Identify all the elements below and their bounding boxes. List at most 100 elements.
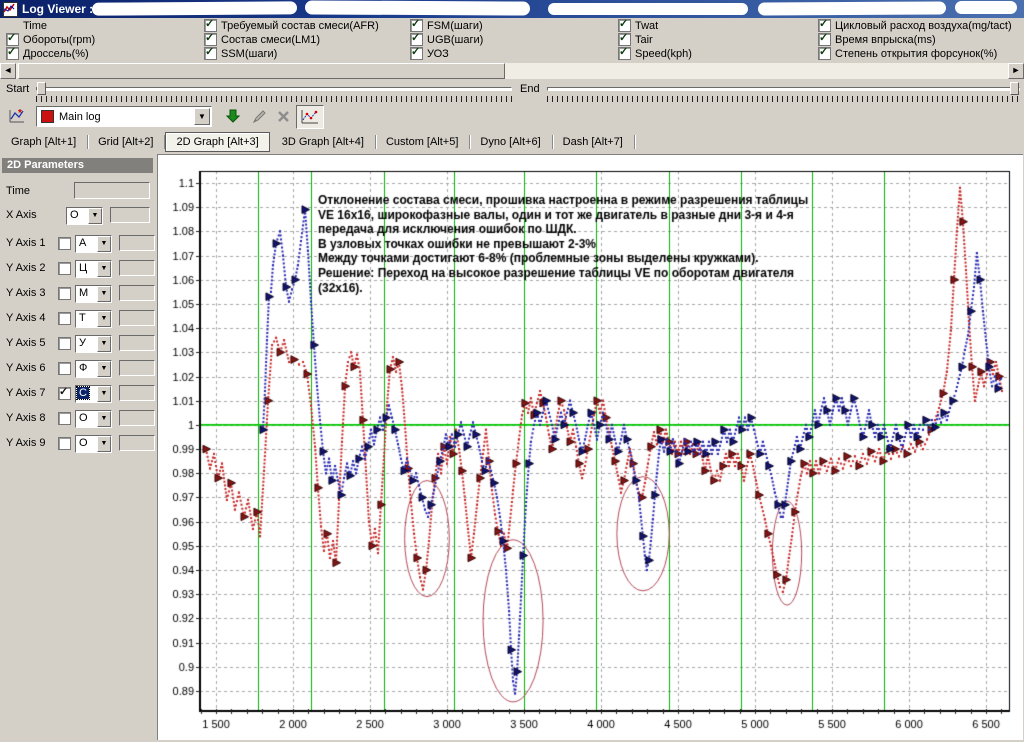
end-slider-ticks [547,96,1020,102]
tab-3d[interactable]: 3D Graph [Alt+4] [272,133,374,151]
tab-2d[interactable]: 2D Graph [Alt+3] [165,132,269,152]
log-selector[interactable]: Main log ▼ [36,106,212,127]
tab-dyno[interactable]: Dyno [Alt+6] [470,133,550,151]
signal-toggle-2-2[interactable]: ✓УОЗ [410,47,449,60]
title-redaction-smear [758,2,946,16]
chevron-down-icon[interactable]: ▼ [97,236,111,252]
chevron-down-icon[interactable]: ▼ [97,411,111,427]
axis-param-combo[interactable]: Ф▼ [75,360,112,378]
signal-toggle-4-0[interactable]: ✓Цикловый расход воздуха(mg/tact) [818,19,1012,32]
edit-log-button[interactable] [248,105,270,127]
axis-param-combo[interactable]: М▼ [75,285,112,303]
checkbox-icon[interactable]: ✓ [6,47,19,60]
start-slider[interactable] [36,87,512,91]
remove-log-button[interactable] [272,105,294,127]
scatter-chart-icon [301,109,319,125]
signal-toggle-4-2[interactable]: ✓Степень открытия форсунок(%) [818,47,997,60]
signals-scrollbar[interactable]: ◄ ► [0,63,1024,79]
tab-custom[interactable]: Custom [Alt+5] [376,133,468,151]
2d-graph-area [157,154,1023,741]
signal-label: FSM(шаги) [427,20,483,32]
chevron-down-icon[interactable]: ▼ [97,336,111,352]
signal-toggle-1-0[interactable]: ✓Требуемый состав смеси(AFR) [204,19,379,32]
scroll-left-icon[interactable]: ◄ [0,63,16,79]
signal-toggle-0-1[interactable]: ✓ Обороты(rpm) [6,33,95,46]
start-slider-thumb[interactable] [37,82,46,95]
end-slider[interactable] [547,87,1020,91]
end-label: End [520,83,540,95]
axis-param-combo[interactable]: У▼ [75,335,112,353]
chevron-down-icon[interactable]: ▼ [194,108,210,125]
combo-selected-value: О [79,437,88,449]
signal-label: Tair [635,34,653,46]
axis-value-field[interactable] [119,285,155,301]
axis-param-combo[interactable]: Ц▼ [75,260,112,278]
axis-value-field[interactable] [110,207,150,223]
axis-param-combo[interactable]: Т▼ [75,310,112,328]
axis-value-field[interactable] [119,310,155,326]
signal-toggle-3-2[interactable]: ✓Speed(kph) [618,47,692,60]
chevron-down-icon[interactable]: ▼ [88,208,102,224]
axis-enable-checkbox[interactable] [58,262,71,275]
axis-param-combo[interactable]: А▼ [75,235,112,253]
combo-selected-value: М [79,287,88,299]
panel-title: 2D Parameters [2,158,153,173]
axis-enable-checkbox[interactable] [58,412,71,425]
axis-value-field[interactable] [119,360,155,376]
chevron-down-icon[interactable]: ▼ [97,361,111,377]
axis-enable-checkbox[interactable] [58,237,71,250]
chevron-down-icon[interactable]: ▼ [97,311,111,327]
signal-toggle-0-2[interactable]: ✓Дроссель(%) [6,47,89,60]
signal-toggle-1-1[interactable]: ✓Состав смеси(LM1) [204,33,320,46]
checkbox-icon[interactable]: ✓ [410,47,423,60]
chevron-down-icon[interactable]: ▼ [97,436,111,452]
axis-value-field[interactable] [119,260,155,276]
title-bar[interactable]: Log Viewer :: [0,0,1024,18]
load-log-button[interactable] [222,105,244,127]
axis-value-field[interactable] [119,410,155,426]
checkbox-icon[interactable]: ✓ [818,47,831,60]
tab-dash[interactable]: Dash [Alt+7] [553,133,633,151]
signal-toggle-4-1[interactable]: ✓Время впрыска(ms) [818,33,936,46]
chart-mode-button[interactable] [296,105,324,129]
axis-enable-checkbox[interactable] [58,312,71,325]
axis-param-combo[interactable]: О▼ [75,435,112,453]
axis-enable-checkbox[interactable] [58,337,71,350]
combo-selected-value: А [79,237,86,249]
axis-value-field[interactable] [119,335,155,351]
checkbox-icon[interactable]: ✓ [618,47,631,60]
signal-toggle-2-1[interactable]: ✓UGB(шаги) [410,33,483,46]
axis-param-combo[interactable]: О▼ [66,207,103,225]
axis-enable-checkbox[interactable]: ✓ [58,387,71,400]
param-label-y-axis-5: Y Axis 5 [6,337,46,349]
axis-value-field[interactable] [119,435,155,451]
axis-param-combo[interactable]: О▼ [75,410,112,428]
tab-grid[interactable]: Grid [Alt+2] [88,133,163,151]
axis-enable-checkbox[interactable] [58,437,71,450]
checkbox-icon[interactable]: ✓ [204,47,217,60]
time-field[interactable] [74,182,150,199]
scatter-plot[interactable] [158,155,1023,741]
signal-label: Обороты(rpm) [23,34,95,46]
axis-enable-checkbox[interactable] [58,362,71,375]
chevron-down-icon[interactable]: ▼ [97,261,111,277]
signal-toggle-2-0[interactable]: ✓FSM(шаги) [410,19,483,32]
tab-graph[interactable]: Graph [Alt+1] [1,133,86,151]
add-graph-button[interactable]: * [6,105,28,127]
end-slider-thumb[interactable] [1010,82,1019,95]
axis-value-field[interactable] [119,235,155,251]
axis-param-combo[interactable]: С▼ [75,385,112,403]
title-redaction-smear [305,0,530,15]
axis-enable-checkbox[interactable] [58,287,71,300]
scrollbar-thumb[interactable] [18,63,505,79]
check-mark: ✓ [7,31,16,44]
combo-selected-value: Ф [79,362,87,374]
axis-value-field[interactable] [119,385,155,401]
signal-toggle-1-2[interactable]: ✓SSM(шаги) [204,47,277,60]
chevron-down-icon[interactable]: ▼ [97,386,111,402]
scroll-right-icon[interactable]: ► [1008,63,1024,79]
param-label-y-axis-2: Y Axis 2 [6,262,46,274]
chevron-down-icon[interactable]: ▼ [97,286,111,302]
signal-checkbox-panel: Time✓Обороты(rpm)✓Дроссель(%)✓Требуемый … [0,19,1024,63]
window-title: Log Viewer :: [22,2,97,16]
